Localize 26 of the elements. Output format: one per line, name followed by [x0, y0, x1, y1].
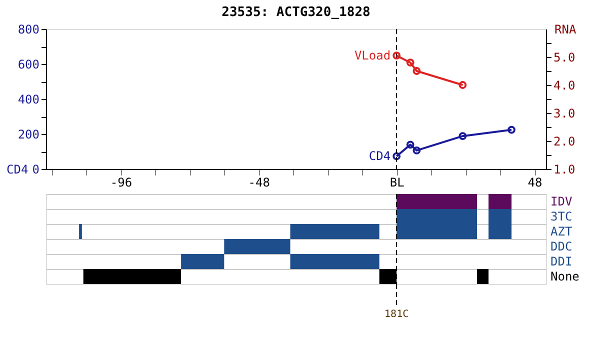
y-tick-label: DDC [550, 240, 572, 254]
y-tick-label: 400 [18, 92, 40, 106]
y2-tick-label: 1.0 [554, 162, 576, 176]
series-label: VLoad [354, 48, 391, 63]
y-tick-label: 600 [18, 58, 40, 72]
x-tick-label: BL [390, 176, 404, 190]
y-tick-label: AZT [550, 224, 572, 238]
y2-tick-label: 2.0 [554, 134, 576, 148]
y-tick-label: 0 [32, 162, 40, 176]
x-tick-label: -48 [248, 176, 270, 190]
chart-title: 23535: ACTG320_1828 [222, 5, 371, 20]
text: 181C [384, 309, 409, 320]
y-axis-title: CD4 [6, 162, 28, 176]
y2-tick-label: 5.0 [554, 50, 576, 64]
y2-axis-title: RNA [554, 22, 577, 36]
y2-tick-label: 4.0 [554, 78, 576, 92]
y-tick-label: None [550, 270, 580, 284]
y-tick-label: DDI [550, 254, 572, 268]
y2-tick-label: 3.0 [554, 106, 576, 120]
y-tick-label: 3TC [550, 210, 572, 224]
x-tick-label: -96 [110, 176, 132, 190]
y-tick-label: 800 [18, 22, 40, 36]
y-tick-label: 200 [18, 128, 40, 142]
series-label: CD4 [368, 149, 391, 164]
x-tick-label: 48 [528, 176, 542, 190]
y-tick-label: IDV [550, 194, 572, 208]
